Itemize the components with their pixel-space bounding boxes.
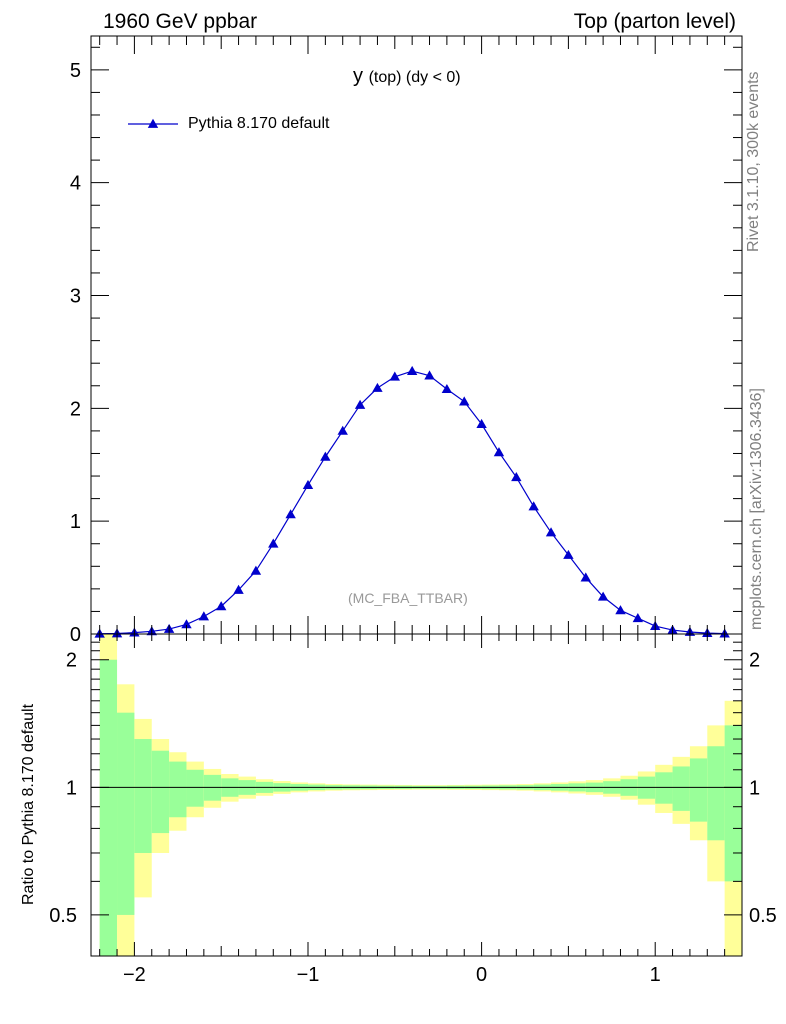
- data-point: [389, 371, 400, 381]
- ratio-ylabel: Ratio to Pythia 8.170 default: [20, 703, 37, 905]
- ratio-band-inner: [689, 758, 708, 822]
- data-point: [511, 471, 522, 482]
- data-point: [372, 382, 383, 392]
- data-point: [528, 501, 539, 511]
- data-point: [302, 479, 314, 489]
- header-left-energy: 1960 GeV ppbar: [103, 10, 258, 33]
- ratio-plot-frame: [90, 633, 743, 957]
- ratio-band-inner: [724, 725, 742, 882]
- data-point: [216, 601, 227, 611]
- ratio-band-inner: [134, 739, 152, 853]
- data-point: [406, 365, 418, 376]
- data-point: [580, 572, 591, 582]
- data-point: [424, 370, 435, 380]
- rivet-version-label: Rivet 3.1.10, 300k events: [745, 71, 762, 252]
- data-point: [268, 538, 279, 548]
- ratio-band-inner: [99, 659, 118, 956]
- ratio-xtick-label: 1: [650, 964, 661, 986]
- data-point: [476, 418, 487, 429]
- data-point: [459, 396, 470, 406]
- ratio-xtick-label: −2: [123, 964, 146, 986]
- ratio-xtick-label: 0: [476, 964, 487, 986]
- data-point: [320, 451, 331, 461]
- data-point: [632, 613, 644, 623]
- ratio-ytick-label: 1: [66, 777, 77, 799]
- plot-title-sub: (top) (dy < 0): [368, 69, 461, 86]
- data-point: [354, 399, 366, 409]
- data-point: [198, 611, 210, 621]
- ratio-band-inner: [672, 766, 690, 811]
- data-point: [181, 619, 192, 629]
- main-ytick-label: 5: [70, 60, 81, 82]
- ratio-band-inner: [169, 761, 187, 818]
- main-ytick-label: 0: [70, 624, 81, 646]
- legend-marker: [128, 118, 178, 128]
- axis-tick-labels: 0 1 2 3 4 5 −2 −1 0 1 0.5 0.5 1 1 2 2: [49, 60, 777, 986]
- ratio-band-inner: [151, 750, 170, 834]
- legend-triangle-icon: [147, 118, 159, 128]
- plot-title-main: y: [353, 65, 363, 87]
- ratio-xtick-label: −1: [297, 964, 320, 986]
- ratio-ytick-label: 0.5: [49, 905, 77, 927]
- analysis-tag: (MC_FBA_TTBAR): [348, 590, 468, 606]
- data-point: [441, 383, 453, 394]
- data-point: [285, 509, 296, 519]
- ratio-ytick-label-right: 2: [749, 650, 760, 672]
- ratio-band-inner: [655, 772, 673, 804]
- main-ytick-label: 1: [70, 511, 81, 533]
- main-ytick-label: 4: [70, 173, 81, 195]
- legend-label: Pythia 8.170 default: [188, 115, 330, 132]
- axis-ticks: [91, 36, 743, 956]
- mcplots-label: mcplots.cern.ch [arXiv:1306.3436]: [748, 388, 765, 630]
- data-point: [233, 584, 244, 594]
- data-point: [545, 527, 557, 537]
- data-point: [337, 425, 348, 435]
- main-ytick-label: 2: [70, 398, 81, 420]
- ratio-ytick-label-right: 0.5: [749, 905, 777, 927]
- ratio-band-inner: [186, 769, 204, 807]
- ratio-band-inner: [117, 712, 135, 915]
- main-ytick-label: 3: [70, 286, 81, 308]
- plot-title: y (top) (dy < 0): [353, 66, 461, 86]
- data-point: [250, 565, 262, 575]
- data-point: [615, 605, 626, 615]
- data-point: [563, 549, 574, 559]
- ratio-uncertainty-bands: [99, 634, 742, 956]
- ratio-ytick-label-right: 1: [749, 777, 760, 799]
- data-point: [493, 447, 505, 457]
- header-right-observable: Top (parton level): [573, 10, 736, 33]
- ratio-band-inner: [707, 746, 725, 841]
- data-point: [597, 591, 609, 601]
- ratio-ytick-label: 2: [66, 650, 77, 672]
